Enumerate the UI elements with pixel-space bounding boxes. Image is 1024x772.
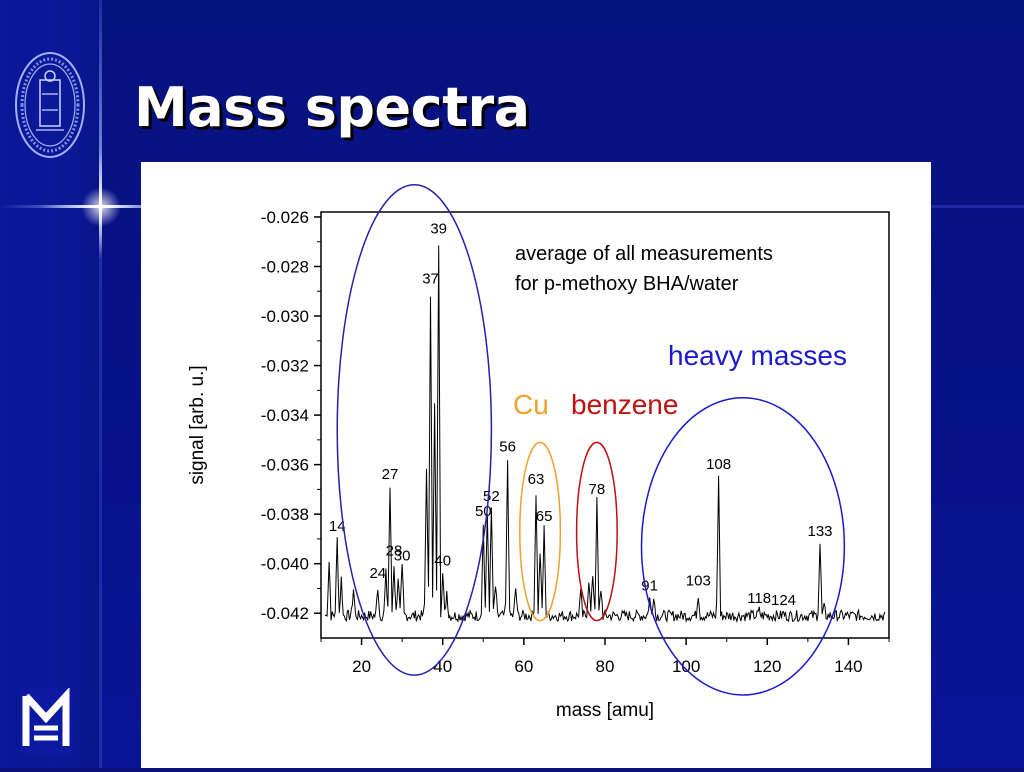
x-tick-label: 100	[672, 657, 700, 676]
peak-label: 63	[528, 471, 545, 488]
highlight-ellipse	[519, 441, 562, 622]
slide-title: Mass spectra	[134, 76, 530, 139]
caption-line-2: for p-methoxy BHA/water	[515, 273, 739, 295]
peak-label: 14	[329, 518, 346, 535]
y-tick-label: -0.032	[261, 357, 309, 376]
peak-label: 40	[434, 553, 451, 570]
y-tick-label: -0.030	[261, 307, 309, 326]
university-seal-icon	[15, 52, 85, 158]
x-tick-label: 60	[514, 657, 533, 676]
peak-label: 108	[706, 456, 731, 473]
peak-label: 133	[808, 523, 833, 540]
y-tick-label: -0.038	[261, 505, 309, 524]
y-tick-label: -0.028	[261, 257, 309, 276]
plot-layer: -0.026 -0.028 -0.030 -0.032 -0.034 -0.036 -0.0…	[187, 184, 890, 721]
chart-panel: -0.026 -0.028 -0.030 -0.032 -0.034 -0.036 -0.0…	[141, 162, 931, 768]
peak-label: 78	[589, 481, 606, 498]
cu-label: Cu	[513, 389, 549, 420]
peak-label: 103	[686, 572, 711, 589]
peak-label: 52	[483, 488, 500, 505]
mass-spectrum-chart: -0.026 -0.028 -0.030 -0.032 -0.034 -0.036 -0.0…	[187, 184, 890, 721]
highlight-ellipse	[640, 397, 846, 696]
peak-label: 39	[430, 221, 447, 238]
heavy-masses-label: heavy masses	[668, 340, 847, 371]
x-tick-label: 140	[834, 657, 862, 676]
institute-logo-icon	[20, 688, 72, 754]
y-tick-label: -0.034	[261, 406, 309, 425]
x-tick-label: 20	[352, 657, 371, 676]
y-tick-label: -0.036	[261, 456, 309, 475]
peak-label: 24	[369, 565, 386, 582]
peak-label: 27	[382, 466, 399, 483]
peak-label: 30	[394, 548, 411, 565]
peak-label: 65	[536, 508, 553, 525]
peak-label: 56	[499, 439, 516, 456]
left-band	[0, 0, 100, 768]
spectrum-line	[324, 245, 886, 624]
y-tick-label: -0.040	[261, 555, 309, 574]
highlight-ellipse	[336, 184, 493, 676]
peak-label: 37	[422, 270, 439, 287]
sparkle-glow	[70, 176, 132, 238]
peak-label: 50	[475, 503, 492, 520]
peak-label: 124	[771, 592, 796, 609]
highlight-ellipse	[575, 441, 618, 622]
y-tick-label: -0.026	[261, 208, 309, 227]
peak-label: 118	[747, 590, 771, 607]
x-tick-label: 120	[753, 657, 781, 676]
vertical-rule	[99, 0, 102, 768]
x-axis-label: mass [amu]	[556, 700, 654, 721]
x-tick-label: 40	[433, 657, 452, 676]
caption-line-1: average of all measurements	[515, 243, 773, 265]
peak-label: 28	[386, 543, 403, 560]
y-axis-label: signal [arb. u.]	[187, 365, 208, 484]
y-tick-label: -0.042	[261, 604, 309, 623]
benzene-label: benzene	[571, 389, 678, 420]
x-tick-label: 80	[596, 657, 615, 676]
